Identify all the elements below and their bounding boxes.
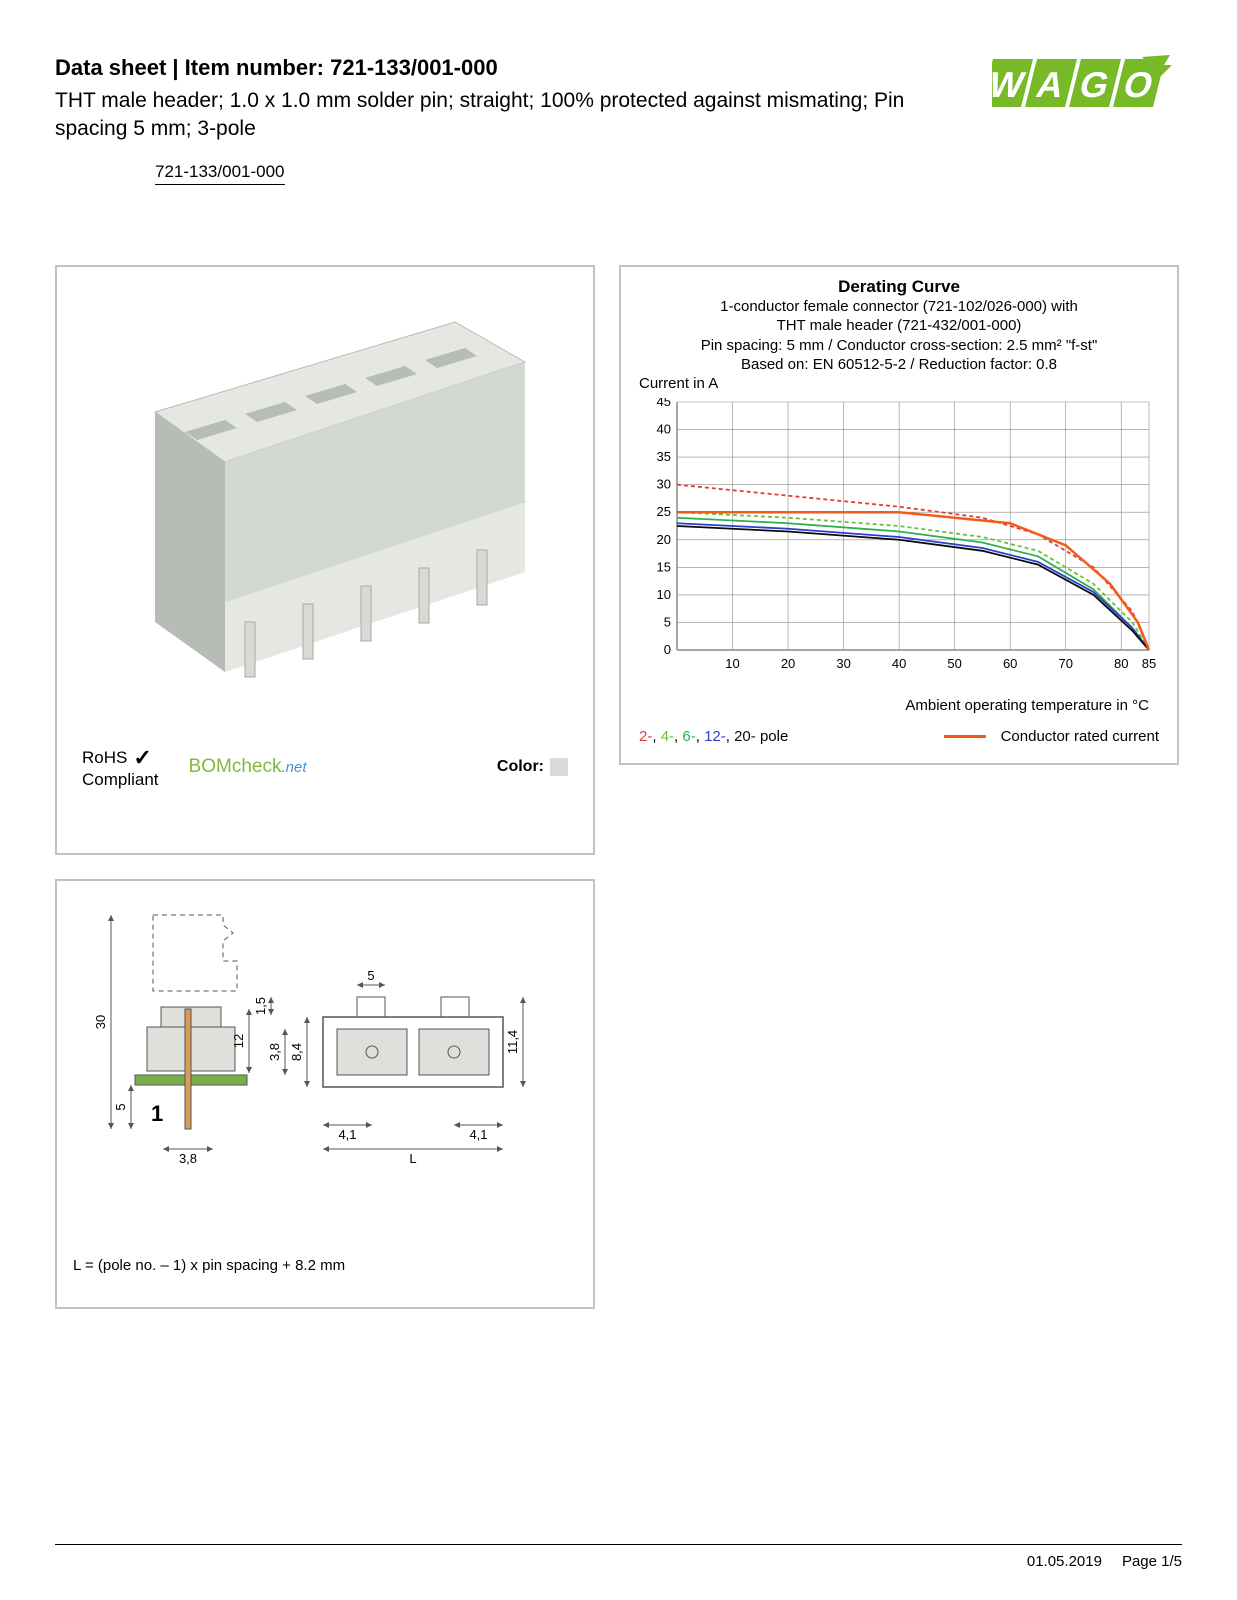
length-formula: L = (pole no. – 1) x pin spacing + 8.2 m… [73, 1257, 577, 1274]
chart-plot: 0 5 10 15 20 25 30 35 40 45 10 20 30 40 50 60 70 80 85 [639, 398, 1159, 693]
svg-text:20: 20 [657, 531, 671, 546]
svg-text:3,8: 3,8 [267, 1043, 282, 1061]
y-axis-label: Current in A [639, 375, 1159, 392]
chart-legend: 2-, 4-, 6-, 12-, 20- pole Conductor rate… [639, 728, 1159, 745]
svg-text:3,8: 3,8 [179, 1151, 197, 1166]
footer-page: Page 1/5 [1122, 1553, 1182, 1570]
svg-text:5: 5 [664, 614, 671, 629]
compliance-row: RoHS ✓ Compliant BOMcheck.net Color: [67, 737, 583, 790]
product-image-panel: RoHS ✓ Compliant BOMcheck.net Color: [55, 265, 595, 855]
svg-text:85: 85 [1142, 656, 1156, 671]
svg-text:30: 30 [657, 476, 671, 491]
svg-text:80: 80 [1114, 656, 1128, 671]
svg-text:5: 5 [113, 1103, 128, 1110]
svg-text:4,1: 4,1 [338, 1127, 356, 1142]
svg-text:70: 70 [1058, 656, 1072, 671]
svg-text:5: 5 [367, 968, 374, 983]
page-subtitle: THT male header; 1.0 x 1.0 mm solder pin… [55, 87, 952, 144]
svg-text:1,5: 1,5 [253, 997, 268, 1015]
header: Data sheet | Item number: 721-133/001-00… [55, 55, 1182, 185]
compliant-label: Compliant [82, 770, 159, 790]
footer-date: 01.05.2019 [1027, 1553, 1102, 1570]
rohs-label: RoHS [82, 748, 127, 768]
chart-sub3: Pin spacing: 5 mm / Conductor cross-sect… [639, 336, 1159, 356]
svg-text:11,4: 11,4 [505, 1030, 520, 1054]
svg-text:L: L [409, 1151, 416, 1166]
svg-text:10: 10 [657, 587, 671, 602]
page-footer: 01.05.2019 Page 1/5 [55, 1544, 1182, 1570]
dimensional-drawing: 30 12 1,5 5 1 3,8 8,4 3,8 11,4 5 4,1 4,1 L [73, 897, 577, 1247]
dimensional-drawing-panel: 30 12 1,5 5 1 3,8 8,4 3,8 11,4 5 4,1 4,1 L L = (pole… [55, 879, 595, 1309]
derating-chart-panel: Derating Curve 1-conductor female connec… [619, 265, 1179, 765]
pole-suffix: pole [756, 728, 789, 745]
svg-text:15: 15 [657, 559, 671, 574]
svg-text:35: 35 [657, 449, 671, 464]
bomcheck-text: BOMcheck [189, 756, 282, 777]
x-axis-label: Ambient operating temperature in °C [639, 697, 1159, 714]
svg-text:0: 0 [664, 642, 671, 657]
svg-text:12: 12 [231, 1033, 246, 1047]
chart-sub4: Based on: EN 60512-5-2 / Reduction facto… [639, 355, 1159, 375]
svg-text:30: 30 [836, 656, 850, 671]
svg-text:W: W [992, 65, 1029, 105]
item-number-link[interactable]: 721-133/001-000 [155, 162, 285, 185]
color-label: Color: [497, 758, 544, 776]
svg-text:8,4: 8,4 [289, 1043, 304, 1061]
svg-text:1: 1 [151, 1101, 163, 1126]
bomcheck-net: .net [281, 759, 306, 776]
chart-title: Derating Curve [639, 277, 1159, 297]
rated-legend: Conductor rated current [944, 728, 1159, 745]
chart-sub2: THT male header (721-432/001-000) [639, 316, 1159, 336]
page-title: Data sheet | Item number: 721-133/001-00… [55, 55, 952, 81]
rated-label: Conductor rated current [1001, 728, 1159, 745]
wago-logo: WAGO [992, 55, 1182, 111]
svg-text:60: 60 [1003, 656, 1017, 671]
svg-text:10: 10 [725, 656, 739, 671]
product-image [67, 277, 583, 737]
rohs-compliant: RoHS ✓ Compliant [82, 745, 159, 790]
svg-text:50: 50 [947, 656, 961, 671]
svg-text:20: 20 [781, 656, 795, 671]
check-icon: ✓ [133, 745, 151, 770]
svg-text:45: 45 [657, 398, 671, 409]
svg-text:25: 25 [657, 504, 671, 519]
svg-text:30: 30 [93, 1014, 108, 1028]
bomcheck-logo: BOMcheck.net [189, 756, 307, 778]
chart-sub1: 1-conductor female connector (721-102/02… [639, 297, 1159, 317]
svg-text:40: 40 [657, 421, 671, 436]
color-swatch [550, 758, 568, 776]
pole-legend: 2-, 4-, 6-, 12-, 20- pole [639, 728, 788, 745]
svg-text:40: 40 [892, 656, 906, 671]
svg-text:4,1: 4,1 [469, 1127, 487, 1142]
